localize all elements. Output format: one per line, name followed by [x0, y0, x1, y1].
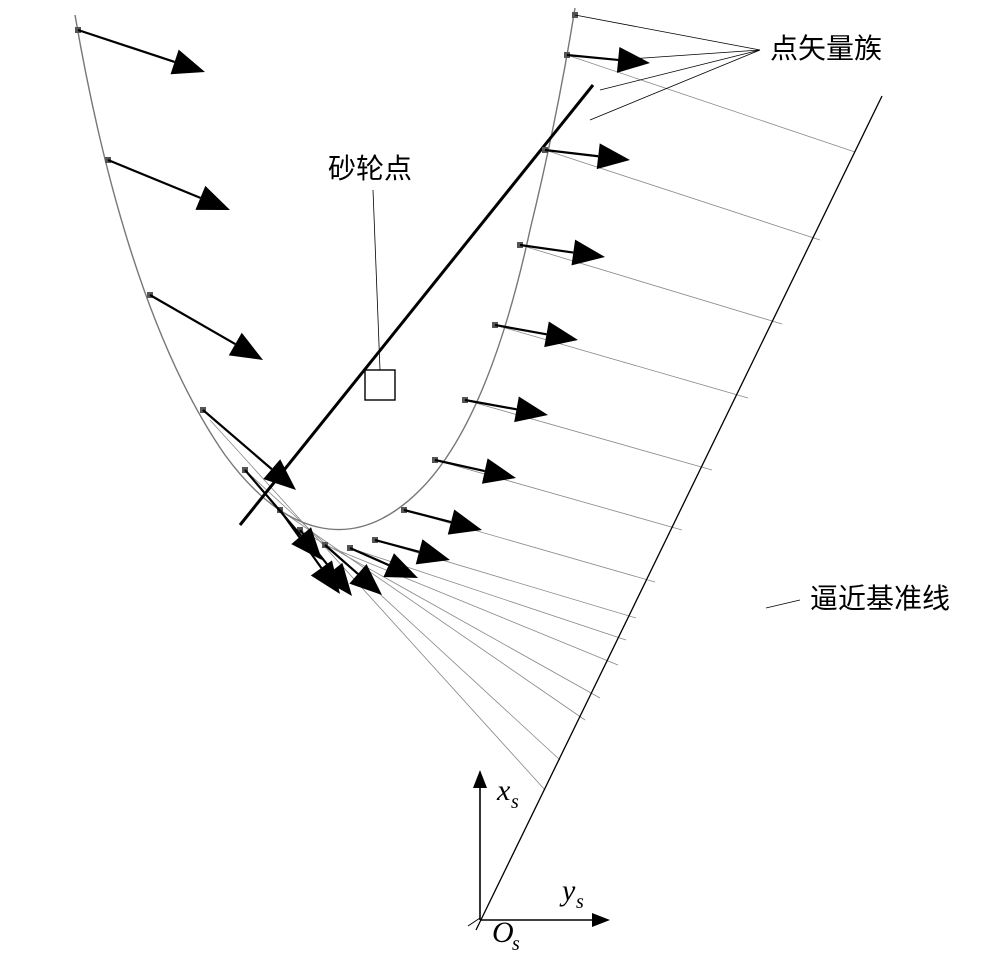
svg-text:x: x [496, 774, 511, 807]
svg-text:y: y [559, 874, 576, 907]
label-grinding-wheel-point: 砂轮点 [328, 153, 412, 185]
label-point-vector-family: 点矢量族 [770, 33, 882, 65]
svg-text:s: s [512, 933, 520, 955]
svg-text:s: s [511, 791, 519, 813]
label-baseline: 逼近基准线 [810, 583, 950, 615]
svg-text:O: O [492, 916, 514, 949]
svg-text:s: s [576, 891, 584, 913]
